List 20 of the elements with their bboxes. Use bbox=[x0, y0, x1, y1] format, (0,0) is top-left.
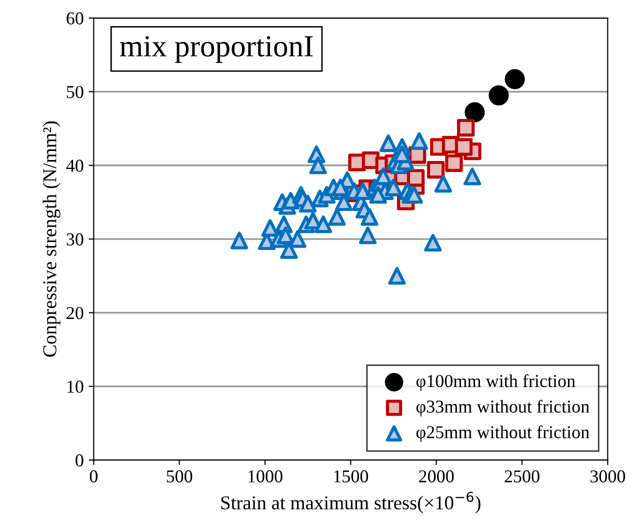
x-tick-label: 2500 bbox=[504, 470, 540, 482]
x-tick-label: 0 bbox=[90, 470, 98, 482]
y-tick-label: 30 bbox=[66, 233, 84, 246]
x-tick-label: 500 bbox=[166, 470, 192, 482]
x-tick-label: 1500 bbox=[334, 470, 368, 482]
y-tick-label: 50 bbox=[66, 86, 84, 98]
y-tick-label: 20 bbox=[66, 306, 84, 320]
legend-label: φ100mm with friction bbox=[416, 374, 576, 391]
x-axis-title: Strain at maximum stress(×10$^{−6}$) bbox=[221, 492, 480, 514]
legend-label: φ33mm without friction bbox=[416, 400, 590, 416]
y-tick-label: 40 bbox=[66, 160, 84, 172]
text: mix proportionI bbox=[120, 36, 313, 63]
y-tick-label: 0 bbox=[76, 454, 84, 466]
y-tick-label: 60 bbox=[66, 12, 84, 24]
x-tick-label: 3000 bbox=[590, 470, 626, 482]
legend-label: φ25mm without friction bbox=[416, 425, 590, 442]
x-tick-label: 2000 bbox=[419, 470, 454, 482]
x-tick-label: 1000 bbox=[248, 470, 282, 482]
y-axis-title: Conpressive strength (N/mm²) bbox=[42, 121, 60, 357]
y-tick-label: 10 bbox=[67, 380, 84, 393]
